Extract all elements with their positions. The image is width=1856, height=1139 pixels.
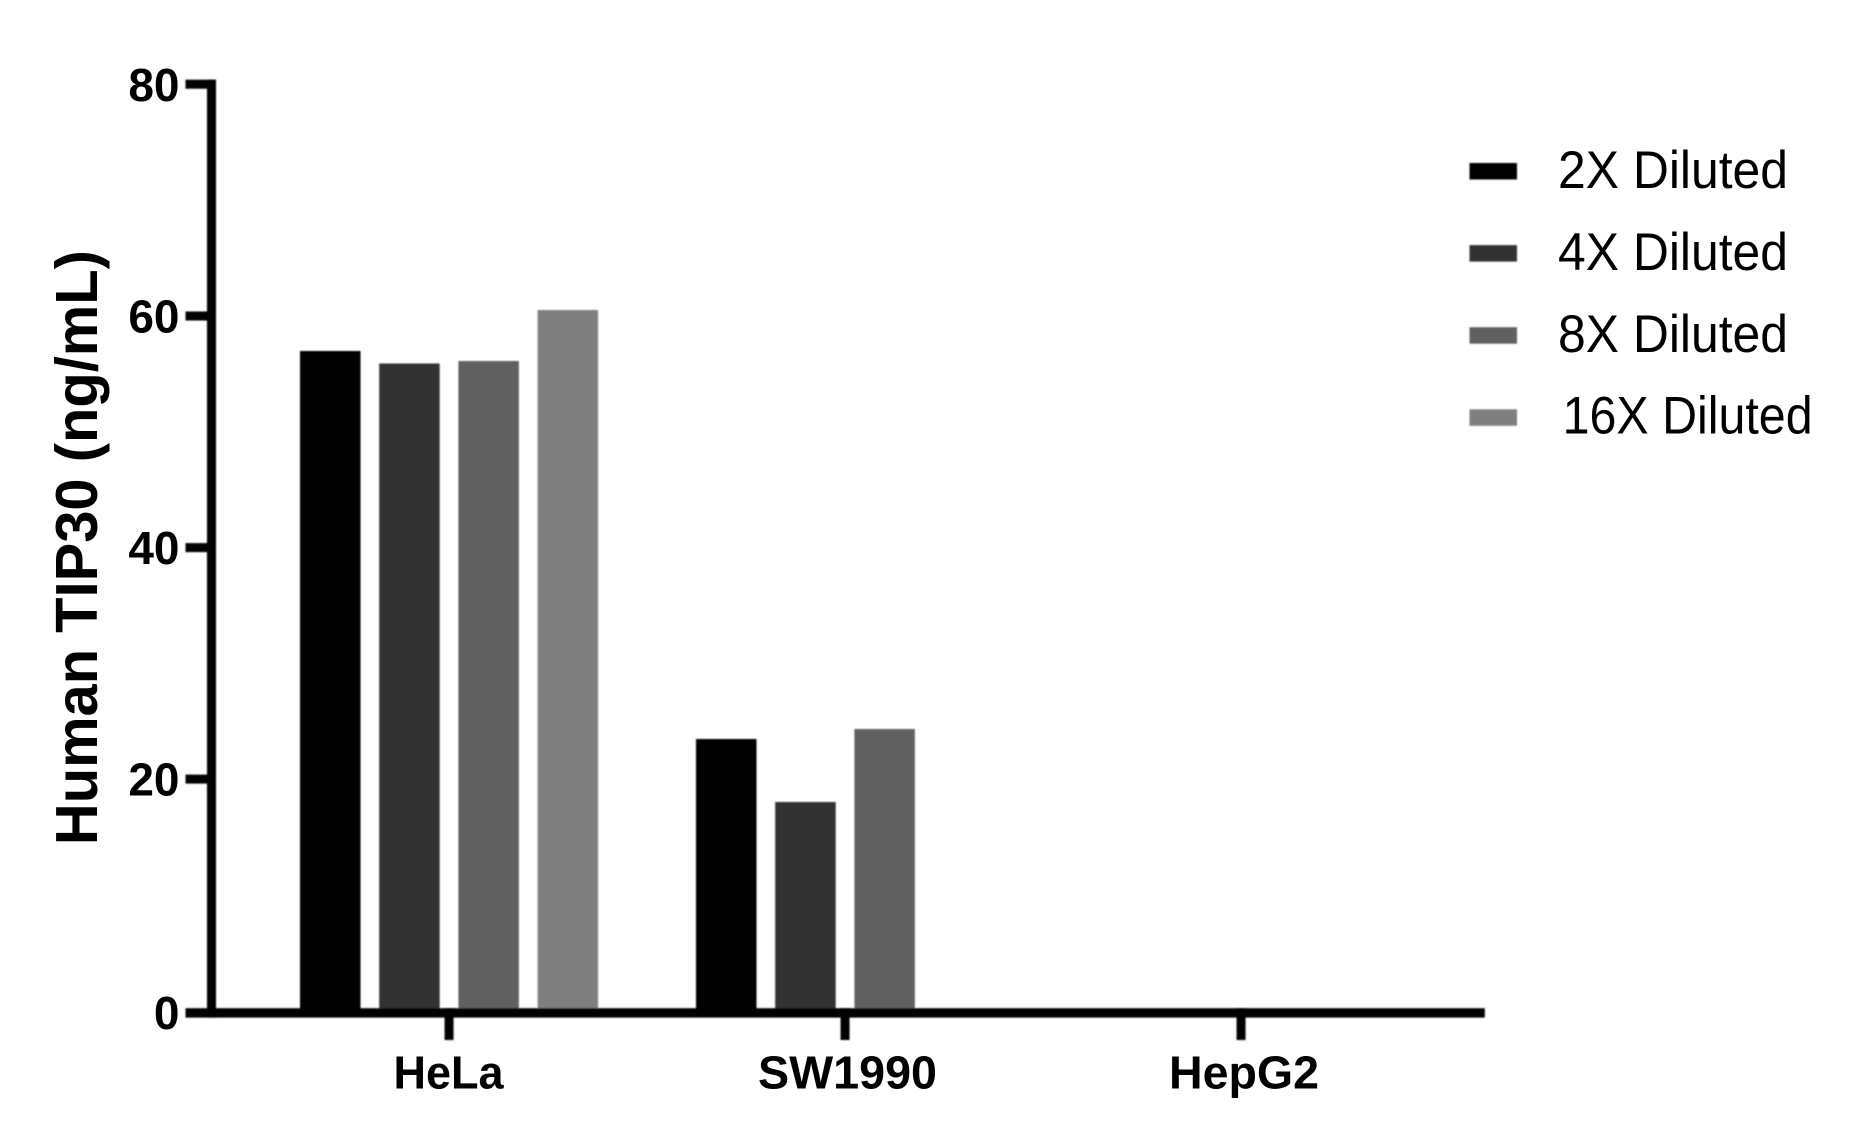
svg-text:40: 40	[128, 522, 179, 574]
svg-text:60: 60	[128, 290, 179, 342]
svg-text:2X Diluted: 2X Diluted	[1558, 141, 1788, 200]
svg-text:SW1990: SW1990	[758, 1046, 937, 1098]
svg-text:80: 80	[128, 59, 179, 111]
svg-text:HeLa: HeLa	[394, 1046, 504, 1098]
svg-text:16X Diluted: 16X Diluted	[1563, 387, 1813, 446]
svg-text:Human TIP30 (ng/mL): Human TIP30 (ng/mL)	[44, 250, 110, 845]
svg-text:20: 20	[128, 754, 179, 806]
svg-text:8X Diluted: 8X Diluted	[1558, 305, 1788, 364]
svg-text:HepG2: HepG2	[1169, 1046, 1319, 1098]
svg-text:0: 0	[154, 987, 180, 1039]
svg-text:4X Diluted: 4X Diluted	[1558, 223, 1788, 282]
